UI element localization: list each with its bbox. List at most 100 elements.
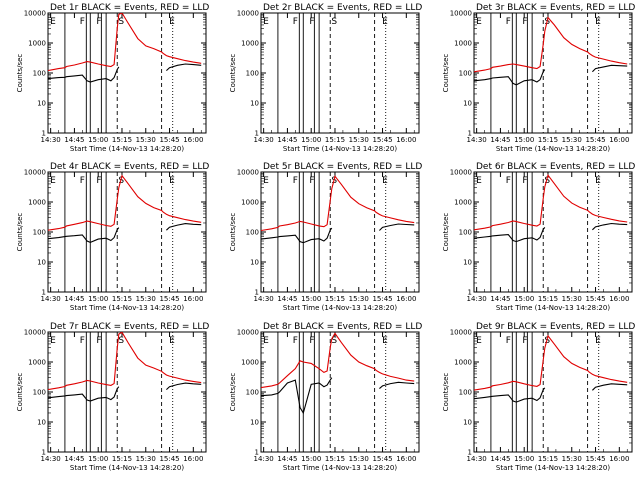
time-marker-label: E — [595, 176, 601, 186]
plot-frame — [47, 171, 207, 293]
y-tick-label: 1000 — [28, 199, 46, 207]
x-tick-label: 14:45 — [277, 295, 297, 303]
series-line-events — [261, 377, 415, 415]
time-marker-label: F — [80, 17, 85, 27]
y-tick-label: 1 — [42, 130, 46, 138]
plot-frame — [473, 12, 633, 134]
x-tick-label: 14:30 — [467, 136, 487, 144]
panel-title: Det 7r BLACK = Events, RED = LLD — [50, 322, 209, 332]
x-tick-label: 15:15 — [325, 455, 345, 463]
y-tick-label: 1000 — [454, 359, 472, 367]
time-marker-label: E — [595, 336, 601, 346]
y-tick-label: 10 — [250, 419, 259, 427]
y-axis-label: Counts/sec — [442, 373, 450, 412]
y-axis-label: Counts/sec — [442, 54, 450, 93]
x-axis-label: Start Time (14-Nov-13 14:28:20) — [70, 464, 184, 472]
x-tick-label: 14:30 — [254, 295, 274, 303]
y-axis-label: Counts/sec — [229, 213, 237, 252]
y-tick-label: 1000 — [454, 40, 472, 48]
panel-title: Det 1r BLACK = Events, RED = LLD — [50, 3, 209, 13]
x-tick-label: 14:45 — [64, 455, 84, 463]
x-tick-label: 16:00 — [609, 295, 629, 303]
x-tick-label: 15:15 — [112, 455, 132, 463]
x-tick-label: 15:30 — [136, 136, 156, 144]
y-tick-label: 10000 — [450, 169, 472, 177]
panel-title: Det 4r BLACK = Events, RED = LLD — [50, 162, 209, 172]
y-tick-label: 1 — [255, 130, 259, 138]
y-tick-label: 1000 — [28, 40, 46, 48]
x-axis-label: Start Time (14-Nov-13 14:28:20) — [283, 145, 397, 153]
x-tick-label: 14:45 — [277, 455, 297, 463]
y-axis-label: Counts/sec — [16, 213, 24, 252]
panel-title: Det 3r BLACK = Events, RED = LLD — [476, 3, 635, 13]
x-tick-label: 15:00 — [514, 455, 534, 463]
series-line-events — [474, 383, 628, 403]
y-tick-label: 10 — [250, 100, 259, 108]
x-tick-label: 15:15 — [325, 295, 345, 303]
series-line-lld — [261, 175, 415, 232]
plot-frame — [47, 331, 207, 453]
time-marker-label: F — [80, 176, 85, 186]
time-marker-label: S — [118, 17, 124, 27]
series-line-lld — [48, 13, 202, 72]
time-marker-label: F — [506, 17, 511, 27]
y-tick-label: 100 — [33, 229, 46, 237]
x-tick-label: 15:45 — [159, 136, 179, 144]
time-marker-label: F — [309, 336, 314, 346]
time-marker-label: E — [382, 17, 388, 27]
time-marker-label: E — [382, 336, 388, 346]
time-marker-label: F — [96, 176, 101, 186]
y-tick-label: 100 — [459, 229, 472, 237]
y-tick-label: 100 — [246, 389, 259, 397]
detector-panel-8: Det 8r BLACK = Events, RED = LLD 1 10 100 10… — [229, 322, 422, 472]
x-tick-label: 14:45 — [490, 295, 510, 303]
x-tick-label: 15:30 — [562, 136, 582, 144]
x-tick-label: 15:00 — [514, 136, 534, 144]
time-marker-label: F — [309, 176, 314, 186]
series-line-lld — [48, 332, 202, 391]
y-tick-label: 1 — [42, 289, 46, 297]
x-tick-label: 15:45 — [585, 136, 605, 144]
y-tick-label: 1 — [468, 130, 472, 138]
time-marker-label: E — [263, 17, 269, 27]
time-marker-label: F — [293, 336, 298, 346]
series-line-events — [261, 223, 415, 244]
detector-panel-3: Det 3r BLACK = Events, RED = LLD 1 10 100 10… — [442, 3, 635, 153]
series-line-lld — [48, 174, 202, 231]
series-line-lld — [261, 332, 415, 389]
x-tick-label: 15:45 — [372, 136, 392, 144]
x-tick-label: 15:00 — [88, 136, 108, 144]
x-tick-label: 15:45 — [372, 295, 392, 303]
y-tick-label: 10 — [37, 100, 46, 108]
series-line-events — [48, 223, 202, 243]
time-marker-label: S — [118, 336, 124, 346]
detector-panel-4: Det 4r BLACK = Events, RED = LLD 1 10 100 10… — [16, 162, 209, 312]
detector-panel-2: Det 2r BLACK = Events, RED = LLD 1 10 100 10… — [229, 3, 422, 153]
detector-panel-6: Det 6r BLACK = Events, RED = LLD 1 10 100 10… — [442, 162, 635, 312]
x-tick-label: 15:30 — [136, 295, 156, 303]
time-marker-label: E — [50, 176, 56, 186]
time-marker-label: E — [595, 17, 601, 27]
x-tick-label: 15:30 — [349, 136, 369, 144]
x-tick-label: 15:00 — [301, 136, 321, 144]
time-marker-label: F — [506, 176, 511, 186]
x-tick-label: 16:00 — [609, 455, 629, 463]
x-axis-label: Start Time (14-Nov-13 14:28:20) — [496, 464, 610, 472]
y-tick-label: 100 — [459, 70, 472, 78]
x-tick-label: 15:00 — [88, 455, 108, 463]
x-tick-label: 16:00 — [183, 455, 203, 463]
y-tick-label: 10000 — [24, 10, 46, 18]
x-tick-label: 15:30 — [349, 455, 369, 463]
x-tick-label: 14:30 — [41, 295, 61, 303]
panel-title: Det 2r BLACK = Events, RED = LLD — [263, 3, 422, 13]
y-tick-label: 1000 — [241, 40, 259, 48]
time-marker-label: F — [96, 336, 101, 346]
time-marker-label: E — [169, 336, 175, 346]
y-tick-label: 10 — [463, 100, 472, 108]
time-marker-label: E — [169, 17, 175, 27]
time-marker-label: S — [331, 17, 337, 27]
time-marker-label: S — [118, 176, 124, 186]
time-marker-label: S — [544, 336, 550, 346]
y-tick-label: 10 — [37, 259, 46, 267]
